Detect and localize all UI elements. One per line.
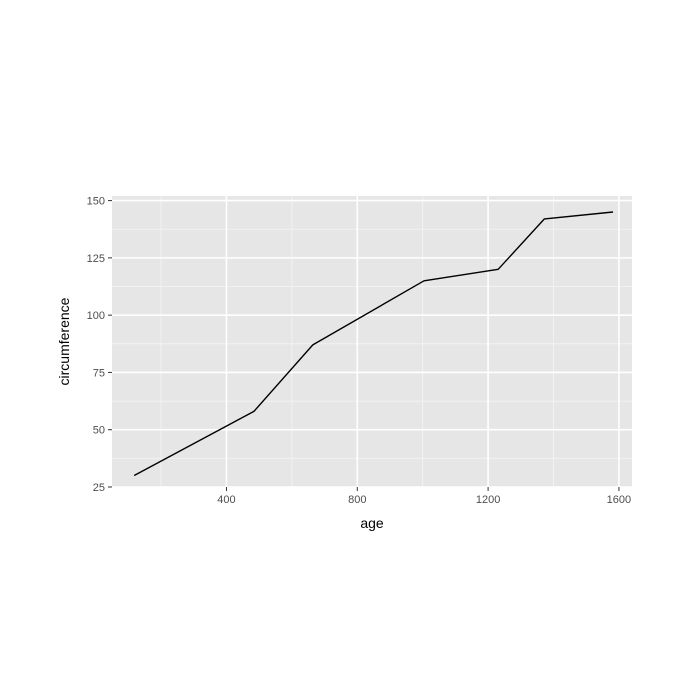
- minor-gridlines: [112, 196, 632, 487]
- y-tick-label: 75: [93, 367, 105, 379]
- x-tick-label: 400: [217, 494, 235, 506]
- x-axis-title: age: [360, 515, 384, 531]
- major-gridlines: [112, 196, 632, 488]
- x-tick-label: 1200: [476, 494, 500, 506]
- y-tick-label: 125: [87, 253, 105, 265]
- x-tick-label: 800: [348, 494, 366, 506]
- y-tick-label: 100: [87, 310, 105, 322]
- x-axis: 400 800 1200 1600: [217, 487, 631, 506]
- y-tick-label: 50: [93, 425, 105, 437]
- y-axis-title: circumference: [56, 297, 72, 385]
- plot-panel: [112, 196, 632, 487]
- y-tick-label: 150: [87, 196, 105, 208]
- series-line: [133, 211, 614, 477]
- series-layer: [133, 211, 614, 477]
- y-tick-label: 25: [93, 482, 105, 494]
- y-axis: 25 50 75 100 125 150: [87, 196, 112, 494]
- x-tick-label: 1600: [607, 494, 631, 506]
